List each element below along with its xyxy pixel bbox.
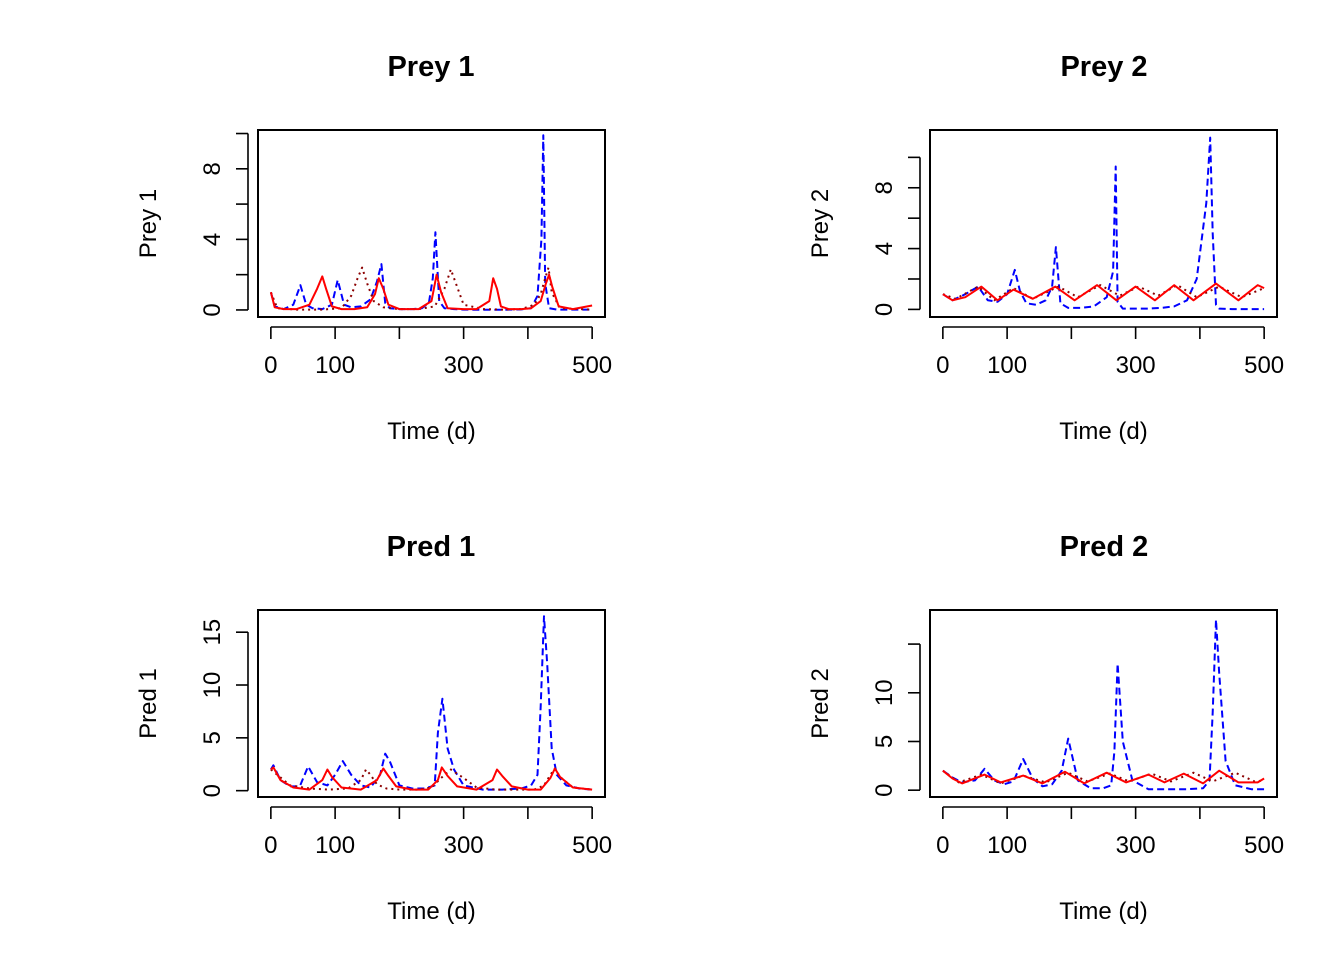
- y-tick-label: 4: [871, 242, 898, 255]
- y-tick-label: 0: [871, 784, 898, 797]
- x-tick-label: 100: [987, 352, 1027, 379]
- panel-3: Pred 1 0 100 300 500 Time (d) 0 5 10 15 Pred 1: [135, 531, 612, 925]
- x-tick-label: 500: [1244, 832, 1284, 859]
- y-tick-label: 15: [199, 619, 226, 646]
- x-tick-label: 300: [444, 352, 484, 379]
- series-group: [942, 618, 1265, 791]
- plot-frame: [929, 129, 1278, 318]
- x-tick-label: 100: [987, 832, 1027, 859]
- series-line-solid: [942, 769, 1265, 785]
- panel-title: Prey 2: [1060, 51, 1147, 83]
- x-tick-label: 300: [444, 832, 484, 859]
- panel-2: Prey 2 0 100 300 500 Time (d) 0 4 8 Prey 2: [807, 51, 1284, 445]
- series-group: [270, 615, 593, 791]
- y-axis-label: Pred 1: [135, 668, 162, 739]
- y-tick-label: 10: [199, 672, 226, 699]
- x-tick-label: 100: [315, 832, 355, 859]
- panel-1: Prey 1 0 100 300 500 Time (d) 0 4 8 Prey 1: [135, 51, 612, 445]
- plot-frame: [257, 609, 606, 798]
- plot-frame: [929, 609, 1278, 798]
- series-line-dashed: [270, 615, 593, 791]
- series-line-dotted: [269, 266, 593, 311]
- series-line-dashed: [942, 618, 1265, 791]
- series-group: [942, 136, 1265, 311]
- series-line-solid: [942, 282, 1265, 302]
- y-tick-label: 0: [199, 303, 226, 316]
- panel-title: Prey 1: [387, 51, 474, 83]
- x-tick-label: 500: [572, 832, 612, 859]
- y-tick-label: 8: [199, 162, 226, 175]
- x-tick-label: 300: [1116, 832, 1156, 859]
- y-tick-label: 10: [871, 679, 898, 706]
- x-tick-label: 500: [572, 352, 612, 379]
- x-axis-label: Time (d): [1059, 898, 1147, 925]
- x-tick-label: 100: [315, 352, 355, 379]
- x-tick-label: 0: [264, 352, 277, 379]
- x-tick-label: 0: [264, 832, 277, 859]
- x-tick-label: 500: [1244, 352, 1284, 379]
- panel-title: Pred 1: [387, 531, 476, 563]
- panel-title: Pred 2: [1060, 531, 1149, 563]
- y-tick-label: 0: [871, 303, 898, 316]
- x-axis-label: Time (d): [387, 418, 475, 445]
- x-tick-label: 300: [1116, 352, 1156, 379]
- x-axis-label: Time (d): [387, 898, 475, 925]
- plot-frame: [257, 129, 606, 318]
- x-tick-label: 0: [936, 352, 949, 379]
- y-axis-label: Pred 2: [807, 668, 834, 739]
- series-line-solid: [269, 273, 593, 311]
- y-axis-label: Prey 2: [807, 189, 834, 258]
- y-tick-label: 0: [199, 784, 226, 797]
- series-line-dotted: [942, 284, 1265, 302]
- x-tick-label: 0: [936, 832, 949, 859]
- y-tick-label: 4: [199, 233, 226, 246]
- y-tick-label: 5: [871, 735, 898, 748]
- series-group: [269, 134, 593, 311]
- y-axis-label: Prey 1: [135, 189, 162, 258]
- series-line-solid: [270, 766, 593, 791]
- y-tick-label: 8: [871, 181, 898, 194]
- series-line-dotted: [270, 767, 593, 791]
- x-axis-label: Time (d): [1059, 418, 1147, 445]
- series-line-dashed: [269, 134, 593, 311]
- y-tick-label: 5: [199, 731, 226, 744]
- panel-4: Pred 2 0 100 300 500 Time (d) 0 5 10 Pred 2: [807, 531, 1284, 925]
